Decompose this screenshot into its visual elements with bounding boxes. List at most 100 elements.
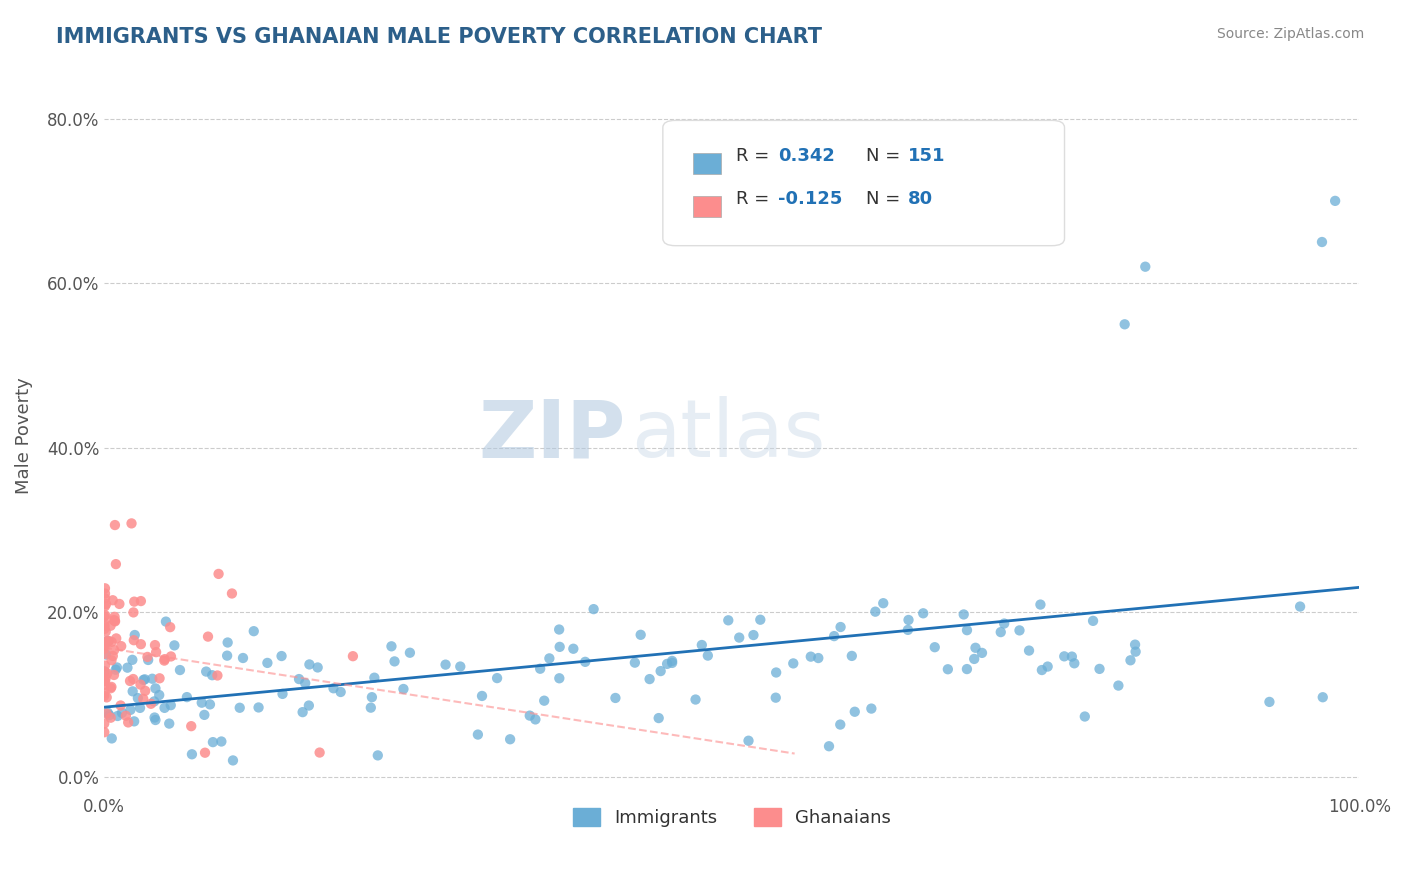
Point xyxy=(538,651,561,665)
Point xyxy=(129,594,152,608)
Point xyxy=(93,647,115,661)
Point xyxy=(93,674,115,689)
Point xyxy=(823,629,845,643)
Point xyxy=(232,651,254,665)
Point xyxy=(129,637,152,651)
Point xyxy=(434,657,457,672)
Point xyxy=(582,602,605,616)
Point xyxy=(912,607,935,621)
Point xyxy=(103,668,125,682)
Point xyxy=(696,648,718,663)
Point xyxy=(749,613,772,627)
Point xyxy=(94,591,117,606)
Point xyxy=(94,582,117,596)
Point xyxy=(190,696,212,710)
Point xyxy=(467,728,489,742)
Point xyxy=(342,649,364,664)
Point xyxy=(93,689,115,703)
Text: 80: 80 xyxy=(908,190,932,208)
Point xyxy=(101,648,124,663)
Point xyxy=(180,719,202,733)
Point xyxy=(94,672,117,686)
Point xyxy=(143,638,166,652)
Point xyxy=(148,671,170,685)
Point xyxy=(242,624,264,639)
Point xyxy=(115,708,138,723)
Point xyxy=(548,623,571,637)
Point xyxy=(104,610,127,624)
Point xyxy=(124,628,146,642)
Point xyxy=(104,614,127,628)
Point xyxy=(94,597,117,611)
Point xyxy=(605,690,627,705)
FancyBboxPatch shape xyxy=(693,153,721,174)
Point xyxy=(143,694,166,708)
Point xyxy=(270,648,292,663)
Point xyxy=(93,641,115,656)
Point xyxy=(800,649,823,664)
Point xyxy=(956,662,979,676)
Point xyxy=(97,635,120,649)
Text: Source: ZipAtlas.com: Source: ZipAtlas.com xyxy=(1216,27,1364,41)
Point xyxy=(865,605,887,619)
Point xyxy=(638,672,661,686)
Point xyxy=(765,690,787,705)
Point xyxy=(1125,645,1147,659)
Point xyxy=(1036,659,1059,673)
Point xyxy=(134,673,156,687)
Point xyxy=(103,643,125,657)
Point xyxy=(201,668,224,682)
Point xyxy=(122,714,145,729)
Point xyxy=(897,623,920,637)
Point xyxy=(201,735,224,749)
Point xyxy=(1063,657,1085,671)
Point xyxy=(872,596,894,610)
Point xyxy=(159,698,181,713)
Point xyxy=(288,672,311,686)
Point xyxy=(93,619,115,633)
Point xyxy=(101,593,124,607)
Point xyxy=(294,676,316,690)
Point xyxy=(1018,643,1040,657)
Point xyxy=(197,630,219,644)
FancyBboxPatch shape xyxy=(693,195,721,217)
Point xyxy=(207,566,229,581)
Point xyxy=(1135,260,1157,274)
Point xyxy=(169,663,191,677)
Point xyxy=(765,665,787,680)
Point xyxy=(717,613,740,627)
Text: R =: R = xyxy=(735,190,775,208)
Point xyxy=(841,648,863,663)
Point xyxy=(121,653,143,667)
Point xyxy=(1312,690,1334,705)
Point xyxy=(96,706,118,721)
Point xyxy=(198,698,221,712)
Point xyxy=(993,616,1015,631)
Point xyxy=(737,733,759,747)
Point xyxy=(1053,649,1076,664)
Point xyxy=(533,694,555,708)
Point xyxy=(104,518,127,533)
Point xyxy=(94,608,117,623)
Point xyxy=(148,688,170,702)
Point xyxy=(97,634,120,648)
Point xyxy=(322,681,344,696)
Point xyxy=(141,672,163,686)
Point xyxy=(110,698,132,713)
Point xyxy=(519,708,541,723)
Point xyxy=(153,652,176,666)
Point xyxy=(145,645,167,659)
Point xyxy=(956,623,979,637)
Point xyxy=(93,685,115,699)
Point xyxy=(897,613,920,627)
Point xyxy=(221,586,243,600)
Point xyxy=(96,690,118,705)
Text: -0.125: -0.125 xyxy=(779,190,842,208)
Point xyxy=(100,619,122,633)
Point xyxy=(471,689,494,703)
Point xyxy=(449,659,471,673)
Point xyxy=(153,654,176,668)
Point xyxy=(661,654,683,668)
Point xyxy=(380,640,402,654)
Point xyxy=(860,701,883,715)
